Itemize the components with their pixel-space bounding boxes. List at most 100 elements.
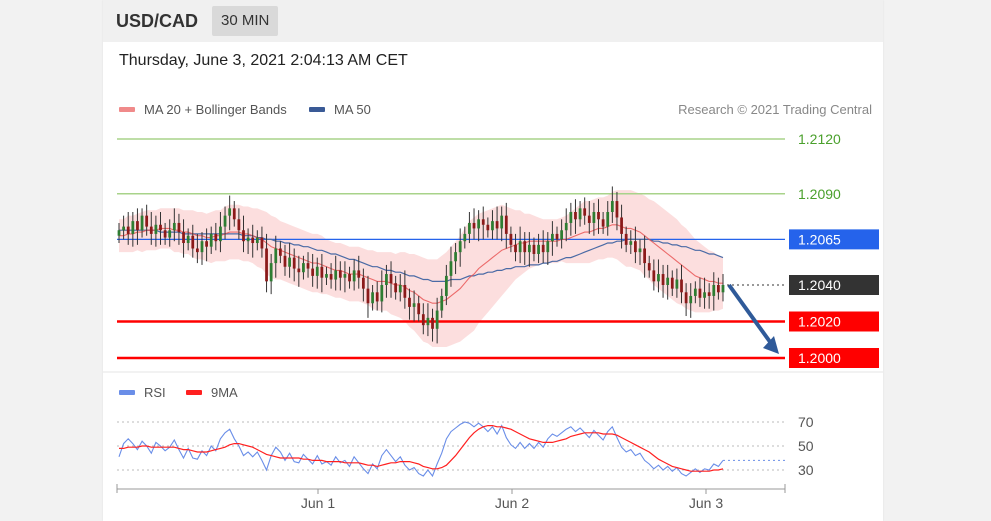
9ma-label: 9MA <box>211 385 238 400</box>
candle-body <box>675 279 679 289</box>
time-axis: Jun 1 Jun 2 Jun 3 <box>116 484 786 511</box>
candle-body <box>357 270 361 278</box>
level-tag-1.2065 <box>789 229 879 250</box>
level-tag-1.2040 <box>789 275 879 295</box>
candle-body <box>518 241 522 253</box>
candle-body <box>569 212 573 223</box>
price-chart: 1.2120 1.2090 1.2065 1.2040 1.2020 1.2000 70 5… <box>103 131 883 511</box>
candle-body <box>523 241 527 253</box>
candle-body <box>707 292 711 296</box>
candle-body <box>574 212 577 220</box>
level-label-1.2090: 1.2090 <box>798 186 841 202</box>
candle-body <box>468 222 471 234</box>
rsi-tick-label: 70 <box>798 414 814 430</box>
symbol-title: USD/CAD <box>116 11 199 31</box>
candle-body <box>601 219 605 227</box>
level-label-1.2000: 1.2000 <box>798 350 841 366</box>
level-tag-1.2020 <box>789 311 879 332</box>
candle-body <box>219 226 222 242</box>
candle-body <box>712 285 716 296</box>
candle-body <box>366 288 370 304</box>
candle-body <box>555 233 559 240</box>
candle-body <box>408 297 411 307</box>
candle-body <box>223 215 227 227</box>
candle-body <box>440 295 444 311</box>
candle-body <box>260 237 264 249</box>
level-label-1.2120: 1.2120 <box>798 131 841 147</box>
candle-body <box>532 244 536 254</box>
candle-body <box>412 303 416 307</box>
level-label-1.2040: 1.2040 <box>798 277 841 293</box>
candle-body <box>325 274 328 278</box>
candle-body <box>126 226 130 234</box>
candle-body <box>246 237 250 242</box>
time-tick-label: Jun 1 <box>301 495 335 511</box>
candle-body <box>389 274 393 284</box>
candle-body <box>477 219 481 229</box>
research-credit: Research © 2021 Trading Central <box>678 102 872 117</box>
candle-body <box>431 317 434 329</box>
candle-body <box>514 244 517 253</box>
candle-body <box>652 270 656 282</box>
legend-rsi: RSI <box>119 385 166 400</box>
candle-body <box>343 274 347 278</box>
candle-body <box>163 230 167 238</box>
candle-body <box>117 230 121 236</box>
candle-body <box>172 222 176 231</box>
candle-body <box>587 215 591 223</box>
forecast-arrow-shaft <box>727 283 775 348</box>
candle-body <box>334 270 338 280</box>
candle-body <box>311 268 315 276</box>
candle-body <box>463 233 467 242</box>
candle-body <box>486 224 490 231</box>
candle-body <box>242 230 245 242</box>
candle-body <box>209 233 213 247</box>
candle-body <box>352 270 356 282</box>
rsi-9ma-line <box>119 425 724 472</box>
candle-body <box>560 230 564 240</box>
ma20-label: MA 20 + Bollinger Bands <box>144 102 287 117</box>
candle-body <box>564 222 568 231</box>
rsi-swatch <box>119 390 135 395</box>
candle-body <box>689 295 693 304</box>
candle-body <box>509 233 513 245</box>
candle-body <box>283 255 287 267</box>
forecast-arrow-head <box>763 336 779 354</box>
candle-body <box>195 248 199 253</box>
candle-body <box>398 285 402 293</box>
candle-body <box>269 263 273 282</box>
chart-datetime: Thursday, June 3, 2021 2:04:13 AM CET <box>119 52 408 69</box>
candle-body <box>348 274 351 282</box>
candle-body <box>421 314 425 326</box>
candle-body <box>385 274 388 285</box>
candle-body <box>145 215 149 227</box>
candle-body <box>186 235 190 244</box>
candle-body <box>504 215 508 234</box>
candle-body <box>454 252 457 262</box>
candle-body <box>149 226 153 234</box>
candle-body <box>693 288 697 296</box>
candle-body <box>168 230 172 238</box>
candle-body <box>458 241 462 253</box>
candle-body <box>159 224 162 231</box>
candle-body <box>122 226 125 231</box>
rsi-pane: 70 50 30 <box>117 414 814 478</box>
candle-body <box>200 241 204 253</box>
candle-body <box>320 266 324 278</box>
candle-body <box>647 263 651 271</box>
candle-body <box>657 274 660 282</box>
candle-body <box>371 292 374 304</box>
candle-body <box>449 261 453 276</box>
candle-body <box>329 274 333 280</box>
candle-body <box>578 208 582 220</box>
timeframe-button[interactable]: 30 MIN <box>212 6 279 36</box>
candle-body <box>634 241 637 253</box>
candle-body <box>661 274 665 285</box>
candle-body <box>610 201 614 212</box>
chart-card: USD/CAD 30 MIN Thursday, June 3, 2021 2:… <box>103 0 883 521</box>
candle-body <box>606 212 610 227</box>
candle-body <box>426 317 430 326</box>
time-tick-label: Jun 3 <box>689 495 723 511</box>
ma20-swatch <box>119 107 135 112</box>
rsi-tick-label: 50 <box>798 438 814 454</box>
